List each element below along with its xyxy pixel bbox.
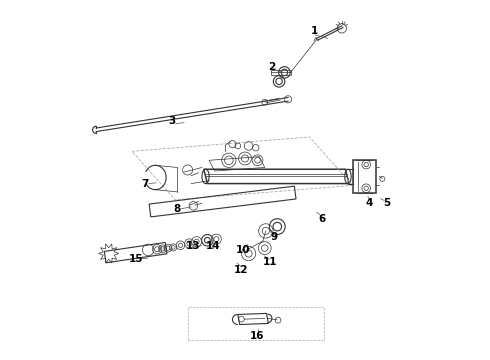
Text: 7: 7 [141,179,148,189]
Text: 14: 14 [205,241,220,251]
Text: 5: 5 [383,198,390,208]
Text: 15: 15 [128,254,143,264]
Text: 3: 3 [168,116,175,126]
Text: 2: 2 [268,62,275,72]
Text: 13: 13 [186,241,200,251]
Text: 16: 16 [250,331,265,341]
Text: 8: 8 [173,204,180,214]
Text: 10: 10 [236,245,250,255]
Text: 12: 12 [234,265,248,275]
Text: 4: 4 [365,198,372,208]
Text: 6: 6 [318,215,326,224]
Text: 1: 1 [311,26,318,36]
Text: 11: 11 [263,257,277,267]
Text: 9: 9 [270,232,277,242]
